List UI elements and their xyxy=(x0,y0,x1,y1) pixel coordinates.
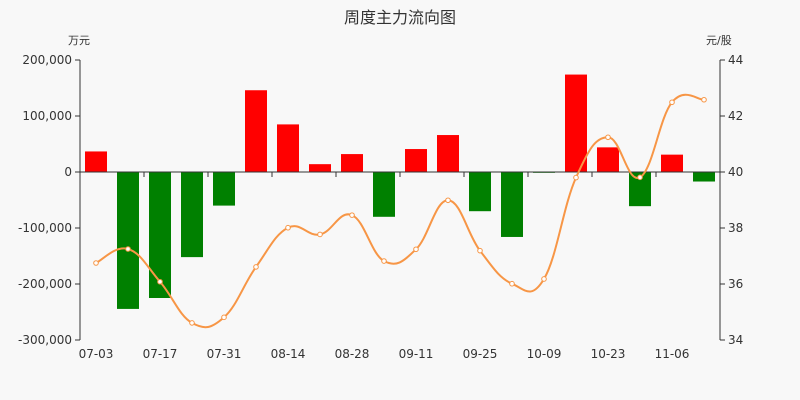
right-axis-unit: 元/股 xyxy=(706,34,732,47)
x-tick-label: 09-11 xyxy=(399,347,434,361)
price-point-07-24 xyxy=(189,320,195,326)
price-point-08-14 xyxy=(285,224,291,231)
right-tick-label: 44 xyxy=(728,53,743,67)
price-point-09-11 xyxy=(413,246,419,253)
price-point-10-30 xyxy=(637,174,643,181)
price-point-09-18 xyxy=(445,197,451,204)
left-tick-label: -100,000 xyxy=(18,221,72,235)
bar-08-07 xyxy=(245,90,267,172)
bar-08-28 xyxy=(341,154,363,172)
bar-11-06 xyxy=(661,154,683,172)
bar-09-18 xyxy=(437,135,459,172)
price-point-09-04 xyxy=(381,258,387,264)
x-tick-label: 07-31 xyxy=(207,347,242,361)
left-tick-label: -300,000 xyxy=(18,333,72,347)
x-tick-label: 07-03 xyxy=(79,347,114,361)
price-point-07-17 xyxy=(157,278,163,285)
right-tick-label: 34 xyxy=(728,333,743,347)
price-point-08-07 xyxy=(253,264,259,270)
bar-11-13 xyxy=(693,172,715,182)
bar-10-16 xyxy=(565,74,587,172)
price-point-07-03 xyxy=(93,260,99,266)
price-point-10-09 xyxy=(541,276,547,282)
bar-07-17 xyxy=(149,172,171,298)
price-point-07-10 xyxy=(125,246,131,252)
price-point-11-06 xyxy=(669,99,675,106)
right-tick-label: 38 xyxy=(728,221,743,235)
bar-08-21 xyxy=(309,164,331,172)
price-point-08-28 xyxy=(349,212,355,218)
price-point-09-25 xyxy=(477,247,483,254)
bar-08-14 xyxy=(277,124,299,172)
right-tick-label: 36 xyxy=(728,277,743,291)
x-tick-label: 09-25 xyxy=(463,347,498,361)
right-tick-label: 40 xyxy=(728,165,743,179)
bar-10-30 xyxy=(629,172,651,207)
bar-07-10 xyxy=(117,172,139,309)
left-tick-label: -200,000 xyxy=(18,277,72,291)
right-tick-label: 42 xyxy=(728,109,743,123)
bar-09-25 xyxy=(469,172,491,212)
price-point-10-23 xyxy=(605,134,611,141)
bar-09-11 xyxy=(405,149,427,172)
price-point-07-31 xyxy=(221,314,227,321)
x-tick-label: 10-23 xyxy=(591,347,626,361)
price-point-10-02 xyxy=(509,280,515,287)
left-tick-label: 200,000 xyxy=(22,53,72,67)
price-point-11-13 xyxy=(701,96,707,103)
bar-10-23 xyxy=(597,147,619,172)
x-tick-label: 10-09 xyxy=(527,347,562,361)
x-tick-label: 11-06 xyxy=(655,347,690,361)
x-tick-label: 08-28 xyxy=(335,347,370,361)
bar-07-24 xyxy=(181,172,203,258)
left-tick-label: 0 xyxy=(64,165,72,179)
price-point-08-21 xyxy=(317,231,323,238)
x-tick-label: 08-14 xyxy=(271,347,306,361)
bar-09-04 xyxy=(373,172,395,217)
left-tick-label: 100,000 xyxy=(22,109,72,123)
x-tick-label: 07-17 xyxy=(143,347,178,361)
left-axis-unit: 万元 xyxy=(68,34,90,47)
bar-07-31 xyxy=(213,172,235,206)
bar-10-02 xyxy=(501,172,523,237)
chart-title: 周度主力流向图 xyxy=(343,8,456,27)
bar-07-03 xyxy=(85,151,107,172)
price-point-10-16 xyxy=(573,174,579,181)
